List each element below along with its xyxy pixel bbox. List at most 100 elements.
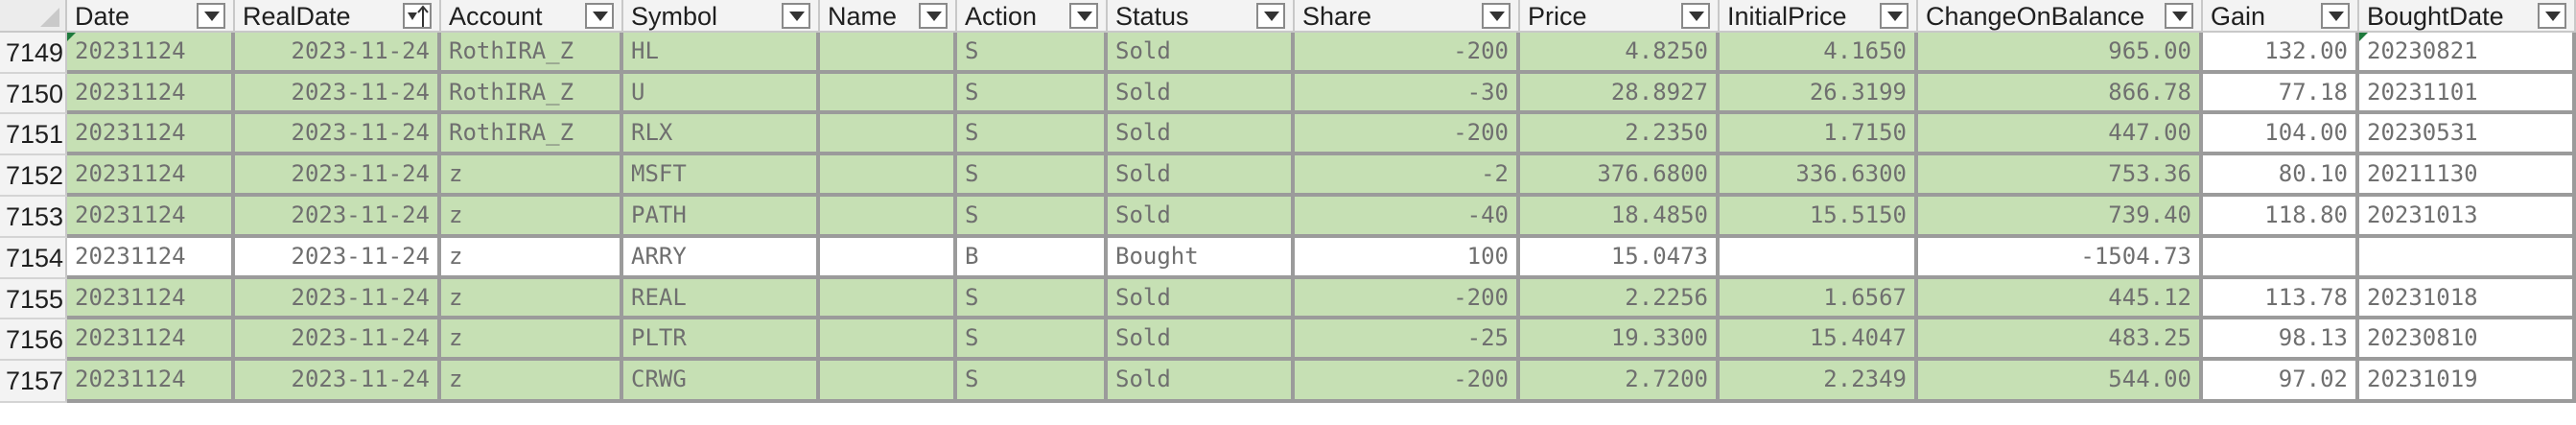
cell-action-row-7153[interactable]: S: [957, 197, 1108, 238]
cell-symbol-row-7156[interactable]: PLTR: [623, 319, 820, 361]
filter-dropdown-icon[interactable]: [1681, 3, 1710, 29]
filter-dropdown-icon[interactable]: [2538, 3, 2566, 29]
row-header-7154[interactable]: 7154: [0, 238, 67, 279]
cell-gain-row-7151[interactable]: 104.00: [2203, 114, 2359, 155]
row-header-7156[interactable]: 7156: [0, 319, 67, 361]
cell-share-row-7157[interactable]: -200: [1295, 361, 1520, 403]
cell-changeonbalance-row-7152[interactable]: 753.36: [1918, 155, 2203, 197]
cell-share-row-7150[interactable]: -30: [1295, 74, 1520, 114]
cell-action-row-7156[interactable]: S: [957, 319, 1108, 361]
cell-gain-row-7150[interactable]: 77.18: [2203, 74, 2359, 114]
cell-account-row-7152[interactable]: z: [441, 155, 623, 197]
cell-symbol-row-7154[interactable]: ARRY: [623, 238, 820, 279]
cell-symbol-row-7151[interactable]: RLX: [623, 114, 820, 155]
filter-dropdown-icon[interactable]: [1069, 3, 1098, 29]
cell-status-row-7156[interactable]: Sold: [1108, 319, 1295, 361]
cell-share-row-7151[interactable]: -200: [1295, 114, 1520, 155]
cell-status-row-7155[interactable]: Sold: [1108, 279, 1295, 319]
column-header-symbol[interactable]: Symbol: [623, 0, 820, 33]
column-header-status[interactable]: Status: [1108, 0, 1295, 33]
cell-date-row-7149[interactable]: 20231124: [67, 33, 235, 74]
cell-symbol-row-7149[interactable]: HL: [623, 33, 820, 74]
cell-symbol-row-7152[interactable]: MSFT: [623, 155, 820, 197]
cell-symbol-row-7150[interactable]: U: [623, 74, 820, 114]
cell-action-row-7151[interactable]: S: [957, 114, 1108, 155]
cell-action-row-7152[interactable]: S: [957, 155, 1108, 197]
cell-boughtdate-row-7156[interactable]: 20230810: [2359, 319, 2576, 361]
cell-name-row-7157[interactable]: [820, 361, 957, 403]
cell-share-row-7149[interactable]: -200: [1295, 33, 1520, 74]
cell-price-row-7156[interactable]: 19.3300: [1520, 319, 1720, 361]
cell-status-row-7152[interactable]: Sold: [1108, 155, 1295, 197]
cell-initialprice-row-7156[interactable]: 15.4047: [1720, 319, 1918, 361]
cell-symbol-row-7155[interactable]: REAL: [623, 279, 820, 319]
cell-date-row-7156[interactable]: 20231124: [67, 319, 235, 361]
cell-account-row-7151[interactable]: RothIRA_Z: [441, 114, 623, 155]
cell-boughtdate-row-7151[interactable]: 20230531: [2359, 114, 2576, 155]
cell-action-row-7155[interactable]: S: [957, 279, 1108, 319]
cell-boughtdate-row-7150[interactable]: 20231101: [2359, 74, 2576, 114]
filter-dropdown-icon[interactable]: [585, 3, 614, 29]
cell-action-row-7157[interactable]: S: [957, 361, 1108, 403]
cell-gain-row-7157[interactable]: 97.02: [2203, 361, 2359, 403]
cell-price-row-7155[interactable]: 2.2256: [1520, 279, 1720, 319]
cell-date-row-7157[interactable]: 20231124: [67, 361, 235, 403]
row-header-7157[interactable]: 7157: [0, 361, 67, 403]
row-header-7155[interactable]: 7155: [0, 279, 67, 319]
cell-share-row-7154[interactable]: 100: [1295, 238, 1520, 279]
cell-initialprice-row-7155[interactable]: 1.6567: [1720, 279, 1918, 319]
cell-gain-row-7153[interactable]: 118.80: [2203, 197, 2359, 238]
column-header-name[interactable]: Name: [820, 0, 957, 33]
cell-boughtdate-row-7157[interactable]: 20231019: [2359, 361, 2576, 403]
row-header-7152[interactable]: 7152: [0, 155, 67, 197]
cell-status-row-7157[interactable]: Sold: [1108, 361, 1295, 403]
cell-account-row-7157[interactable]: z: [441, 361, 623, 403]
cell-realdate-row-7153[interactable]: 2023-11-24: [235, 197, 441, 238]
cell-name-row-7150[interactable]: [820, 74, 957, 114]
column-header-account[interactable]: Account: [441, 0, 623, 33]
cell-price-row-7152[interactable]: 376.6800: [1520, 155, 1720, 197]
cell-realdate-row-7155[interactable]: 2023-11-24: [235, 279, 441, 319]
cell-name-row-7149[interactable]: [820, 33, 957, 74]
cell-gain-row-7152[interactable]: 80.10: [2203, 155, 2359, 197]
cell-share-row-7155[interactable]: -200: [1295, 279, 1520, 319]
cell-account-row-7155[interactable]: z: [441, 279, 623, 319]
cell-changeonbalance-row-7157[interactable]: 544.00: [1918, 361, 2203, 403]
cell-changeonbalance-row-7150[interactable]: 866.78: [1918, 74, 2203, 114]
cell-status-row-7150[interactable]: Sold: [1108, 74, 1295, 114]
filter-dropdown-icon[interactable]: [1256, 3, 1285, 29]
cell-realdate-row-7150[interactable]: 2023-11-24: [235, 74, 441, 114]
column-header-gain[interactable]: Gain: [2203, 0, 2359, 33]
cell-price-row-7150[interactable]: 28.8927: [1520, 74, 1720, 114]
cell-boughtdate-row-7152[interactable]: 20211130: [2359, 155, 2576, 197]
cell-name-row-7155[interactable]: [820, 279, 957, 319]
cell-name-row-7152[interactable]: [820, 155, 957, 197]
cell-initialprice-row-7151[interactable]: 1.7150: [1720, 114, 1918, 155]
column-header-initialprice[interactable]: InitialPrice: [1720, 0, 1918, 33]
cell-date-row-7150[interactable]: 20231124: [67, 74, 235, 114]
cell-changeonbalance-row-7156[interactable]: 483.25: [1918, 319, 2203, 361]
cell-price-row-7153[interactable]: 18.4850: [1520, 197, 1720, 238]
cell-price-row-7157[interactable]: 2.7200: [1520, 361, 1720, 403]
column-header-date[interactable]: Date: [67, 0, 235, 33]
filter-dropdown-icon[interactable]: [197, 3, 225, 29]
cell-account-row-7156[interactable]: z: [441, 319, 623, 361]
cell-price-row-7154[interactable]: 15.0473: [1520, 238, 1720, 279]
filter-dropdown-icon[interactable]: [2165, 3, 2193, 29]
cell-initialprice-row-7157[interactable]: 2.2349: [1720, 361, 1918, 403]
cell-price-row-7151[interactable]: 2.2350: [1520, 114, 1720, 155]
cell-date-row-7151[interactable]: 20231124: [67, 114, 235, 155]
cell-status-row-7151[interactable]: Sold: [1108, 114, 1295, 155]
cell-date-row-7153[interactable]: 20231124: [67, 197, 235, 238]
filter-dropdown-icon[interactable]: [1482, 3, 1510, 29]
column-header-changeonbalance[interactable]: ChangeOnBalance: [1918, 0, 2203, 33]
cell-initialprice-row-7154[interactable]: [1720, 238, 1918, 279]
cell-date-row-7155[interactable]: 20231124: [67, 279, 235, 319]
cell-boughtdate-row-7155[interactable]: 20231018: [2359, 279, 2576, 319]
cell-changeonbalance-row-7153[interactable]: 739.40: [1918, 197, 2203, 238]
cell-share-row-7152[interactable]: -2: [1295, 155, 1520, 197]
filter-dropdown-icon[interactable]: [1880, 3, 1909, 29]
cell-realdate-row-7157[interactable]: 2023-11-24: [235, 361, 441, 403]
cell-changeonbalance-row-7149[interactable]: 965.00: [1918, 33, 2203, 74]
cell-symbol-row-7157[interactable]: CRWG: [623, 361, 820, 403]
